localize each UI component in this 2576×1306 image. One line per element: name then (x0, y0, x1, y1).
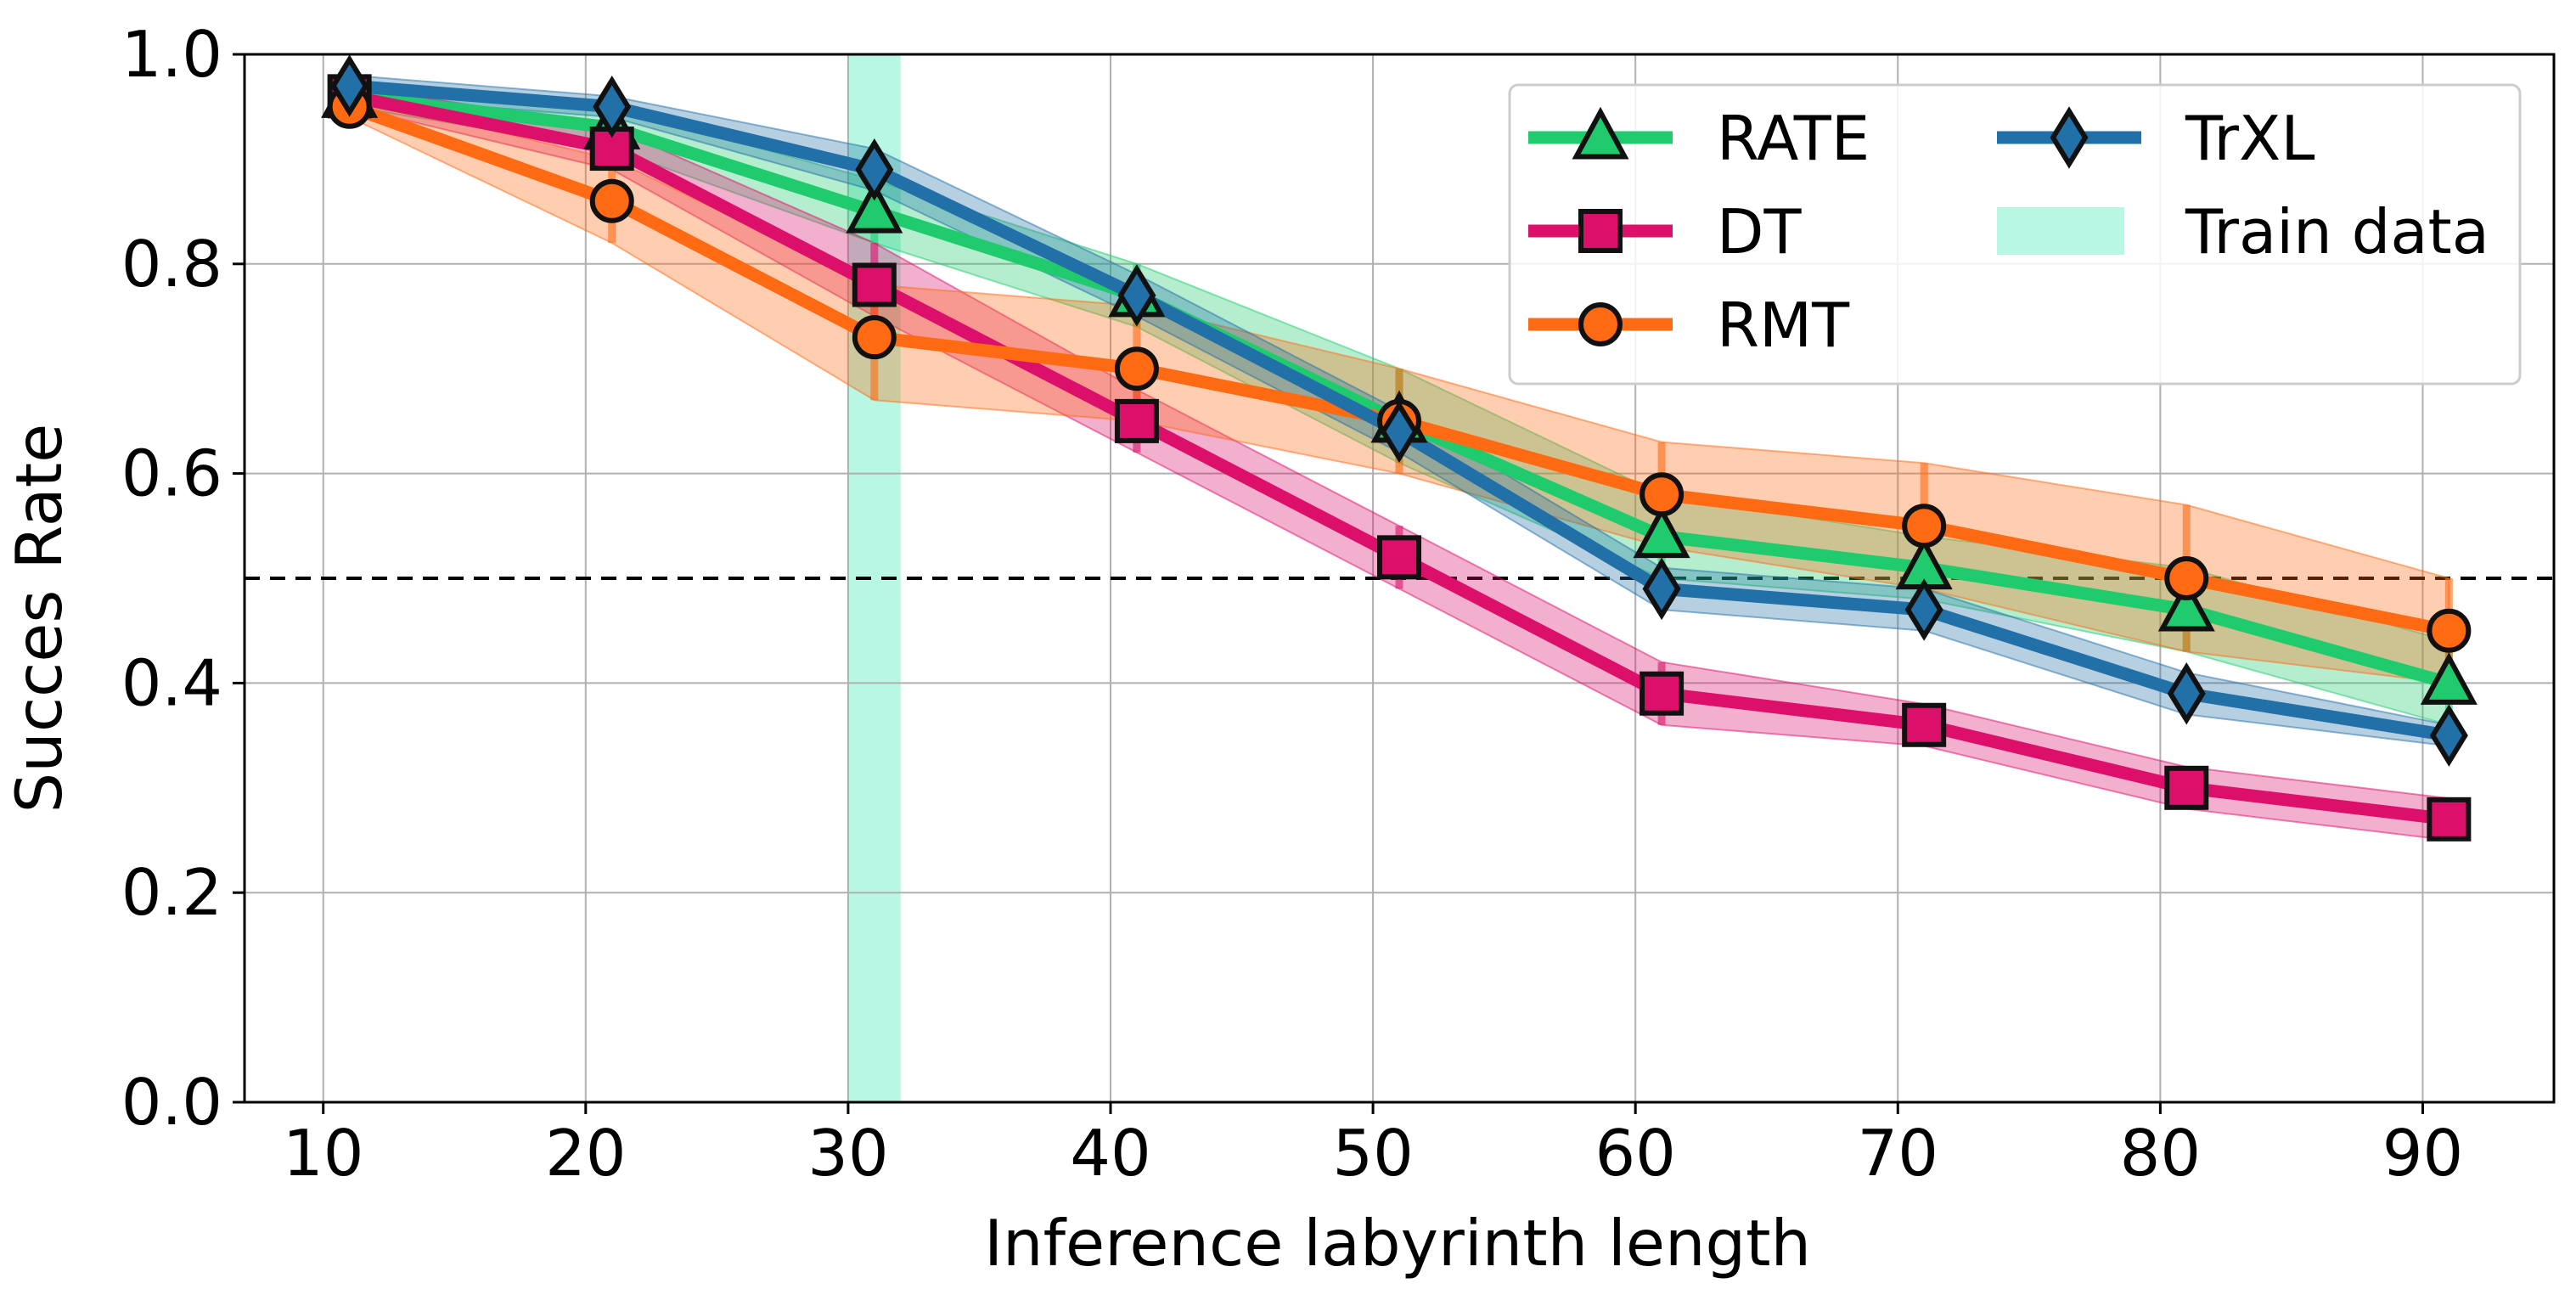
y-axis-label: Succes Rate (2, 424, 76, 813)
point-rmt-6 (1902, 504, 1947, 549)
point-rate-2 (846, 180, 903, 234)
point-rate-5 (1633, 505, 1690, 559)
legend-marker-rmt (1578, 302, 1623, 346)
x-axis-label: Inference labyrinth length (984, 1206, 1811, 1281)
x-tick-label-4: 50 (1332, 1116, 1413, 1191)
legend-label-trxl: TrXL (2185, 103, 2314, 174)
x-tick-label-7: 80 (2120, 1116, 2201, 1191)
point-rate-7 (2157, 578, 2215, 632)
y-tick-label-5: 1.0 (121, 17, 222, 92)
y-tick-label-0: 0.0 (121, 1065, 222, 1140)
axes-layer (243, 53, 2556, 1104)
tick-layer: 10 20 30 40 50 60 70 80 90 0.0 0.2 0.4 0.6 0.8 1.0 (121, 17, 2463, 1191)
legend-swatch-train-data (1997, 207, 2124, 255)
marker-layer (321, 54, 2478, 842)
x-tick-label-1: 20 (545, 1116, 626, 1191)
y-tick-label-4: 0.8 (121, 227, 222, 301)
legend-marker-rate (1572, 106, 1629, 160)
y-tick-label-1: 0.2 (121, 855, 222, 930)
point-dt-6 (1902, 702, 1947, 747)
point-dt-5 (1640, 671, 1685, 716)
point-trxl-4 (1380, 400, 1419, 463)
point-rmt-1 (589, 178, 634, 223)
x-tick-label-3: 40 (1070, 1116, 1150, 1191)
point-rmt-7 (2164, 556, 2209, 600)
point-dt-8 (2427, 797, 2472, 842)
point-dt-7 (2164, 765, 2209, 810)
plot-frame (243, 53, 2556, 1104)
point-trxl-7 (2167, 661, 2206, 725)
legend-label-train-data: Train data (2185, 196, 2489, 267)
point-rmt-2 (852, 315, 897, 360)
point-trxl-6 (1904, 578, 1943, 641)
point-trxl-2 (855, 138, 894, 201)
x-tick-label-0: 10 (283, 1116, 363, 1191)
point-trxl-0 (330, 54, 369, 117)
point-dt-1 (589, 127, 634, 172)
x-tick-label-6: 70 (1858, 1116, 1938, 1191)
point-dt-2 (852, 262, 897, 307)
point-trxl-8 (2429, 704, 2468, 767)
legend-marker-trxl (2050, 106, 2089, 169)
point-trxl-3 (1117, 264, 1156, 327)
x-tick-label-5: 60 (1595, 1116, 1675, 1191)
point-rmt-3 (1114, 346, 1159, 391)
point-rmt-5 (1640, 472, 1685, 517)
point-dt-3 (1114, 398, 1159, 443)
y-tick-label-3: 0.6 (121, 436, 222, 511)
point-rate-8 (2420, 652, 2478, 705)
point-trxl-1 (593, 75, 632, 138)
y-tick-label-2: 0.4 (121, 645, 222, 720)
point-trxl-5 (1642, 557, 1681, 621)
point-dt-4 (1377, 535, 1421, 580)
legend-label-rmt: RMT (1717, 290, 1850, 361)
legend-marker-dt (1578, 209, 1623, 253)
x-tick-label-2: 30 (807, 1116, 888, 1191)
legend: RATE DT RMT TrXL Train data (1508, 83, 2522, 386)
point-rmt-8 (2427, 608, 2472, 653)
legend-label-rate: RATE (1717, 103, 1870, 174)
legend-label-dt: DT (1717, 196, 1802, 267)
x-tick-label-8: 90 (2382, 1116, 2463, 1191)
